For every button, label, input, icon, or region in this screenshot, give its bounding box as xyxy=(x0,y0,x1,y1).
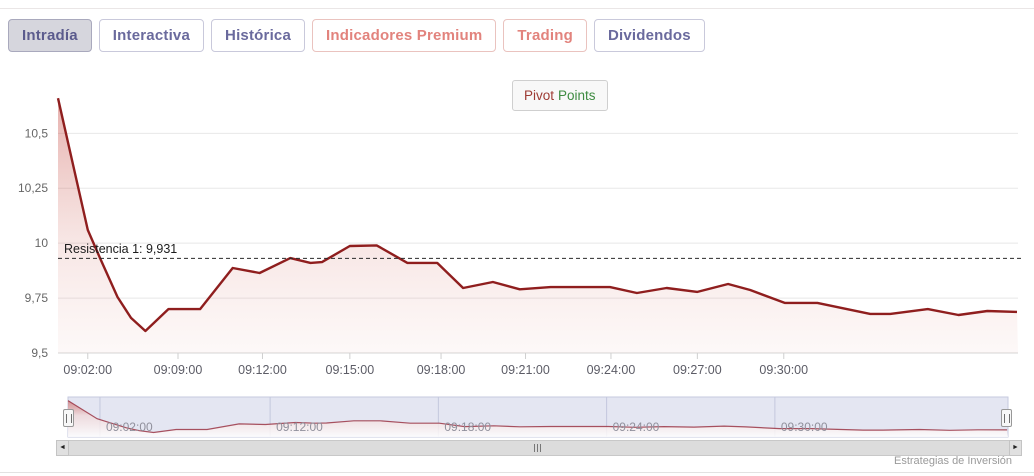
scrollbar-right-arrow-icon[interactable]: ► xyxy=(1009,440,1022,456)
x-axis-label: 09:30:00 xyxy=(759,363,808,377)
grip-bars-icon xyxy=(65,413,72,423)
price-line xyxy=(56,97,1018,333)
navigator-axis-label: 09:18:00 xyxy=(444,420,491,434)
x-axis-label: 09:02:00 xyxy=(63,363,112,377)
y-axis-label: 9,75 xyxy=(25,291,49,305)
navigator-axis-label: 09:02:00 xyxy=(106,420,153,434)
resistance-label: Resistencia 1: 9,931 xyxy=(64,242,178,256)
legend-label-points: Points xyxy=(558,88,596,103)
grip-bars-icon xyxy=(1003,413,1010,423)
tab-trading[interactable]: Trading xyxy=(503,19,587,52)
navigator-handle-right[interactable] xyxy=(1001,409,1012,427)
navigator[interactable]: 09:02:00 09:12:00 09:18:00 09:24:00 09:30:00 xyxy=(67,396,1009,438)
navigator-handle-left[interactable] xyxy=(63,409,74,427)
top-divider xyxy=(0,8,1034,9)
navigator-axis-label: 09:12:00 xyxy=(276,420,323,434)
x-axis: 09:02:00 09:09:00 09:12:00 09:15:00 09:18:00… xyxy=(63,353,808,377)
x-axis-label: 09:12:00 xyxy=(238,363,287,377)
scrollbar-thumb-grip-icon[interactable] xyxy=(534,444,541,452)
bottom-divider xyxy=(0,472,1034,473)
y-axis-label: 10 xyxy=(35,236,49,250)
navigator-line xyxy=(67,400,1008,434)
tab-interactiva[interactable]: Interactiva xyxy=(98,19,205,52)
x-axis-label: 09:21:00 xyxy=(501,363,550,377)
legend-label-pivot: Pivot xyxy=(524,88,555,103)
tab-dividendos[interactable]: Dividendos xyxy=(593,19,705,52)
legend-pivot-points[interactable]: Pivot Points xyxy=(512,80,608,111)
navigator-axis-label: 09:30:00 xyxy=(781,420,828,434)
tab-histórica[interactable]: Histórica xyxy=(211,19,306,52)
x-axis-label: 09:15:00 xyxy=(326,363,375,377)
navigator-axis-label: 09:24:00 xyxy=(613,420,660,434)
scrollbar-left-arrow-icon[interactable]: ◄ xyxy=(56,440,69,456)
y-axis-label: 9,5 xyxy=(31,346,48,360)
navigator-area xyxy=(68,400,1008,437)
x-axis-label: 09:27:00 xyxy=(673,363,722,377)
chart-tab-bar: Intradía Interactiva Histórica Indicadores … xyxy=(8,19,705,52)
tab-indicadores-premium[interactable]: Indicadores Premium xyxy=(312,19,497,52)
credits-link[interactable]: Estrategias de Inversión xyxy=(893,455,1012,467)
scrollbar-track[interactable] xyxy=(69,440,1009,456)
y-axis-label: 10,25 xyxy=(18,181,48,195)
x-axis-label: 09:18:00 xyxy=(417,363,466,377)
tab-intradía[interactable]: Intradía xyxy=(8,19,92,52)
x-axis-label: 09:24:00 xyxy=(587,363,636,377)
price-area xyxy=(58,98,1018,353)
x-axis-label: 09:09:00 xyxy=(154,363,203,377)
y-axis-label: 10,5 xyxy=(25,126,49,140)
